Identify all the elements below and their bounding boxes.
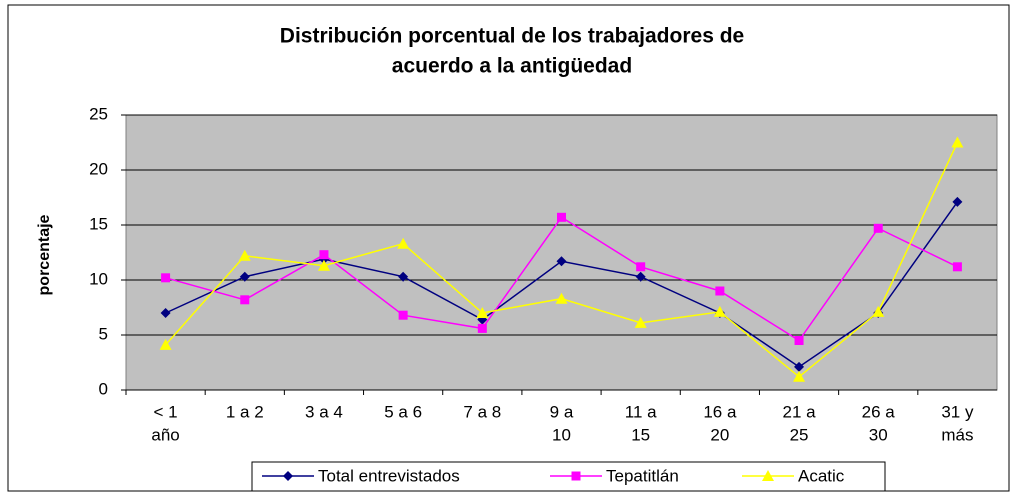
marker [398, 271, 409, 282]
x-tick-label: 31 y [941, 402, 974, 421]
legend-label: Tepatitlán [606, 466, 679, 485]
x-tick-label: 20 [710, 425, 729, 444]
y-tick-label: 15 [89, 214, 108, 233]
x-tick-label: 25 [790, 425, 809, 444]
marker [715, 286, 725, 296]
marker [319, 250, 329, 260]
x-tick-label: 10 [552, 425, 571, 444]
chart-title: Distribución porcentual de los trabajado… [280, 25, 744, 48]
legend-label: Acatic [798, 466, 845, 485]
x-tick-label: 3 a 4 [305, 402, 343, 421]
marker [557, 212, 566, 222]
y-tick-label: 10 [89, 269, 108, 288]
marker [872, 305, 885, 317]
plot-area [125, 114, 998, 391]
marker [951, 136, 964, 148]
marker [571, 471, 581, 481]
marker [238, 249, 251, 261]
x-tick-label: 1 a 2 [226, 402, 264, 421]
marker [762, 470, 774, 481]
marker [794, 336, 804, 345]
x-tick-label: más [941, 425, 973, 444]
marker [794, 361, 805, 372]
marker [397, 237, 410, 249]
x-tick-label: 5 a 6 [384, 402, 422, 421]
x-tick-label: < 1 [154, 402, 178, 421]
marker [555, 292, 568, 304]
marker [713, 305, 726, 317]
marker [793, 370, 806, 382]
marker [634, 316, 647, 328]
x-tick-label: 7 a 8 [463, 402, 501, 421]
marker [636, 262, 646, 272]
marker [477, 323, 487, 333]
marker [398, 310, 408, 320]
y-tick-label: 25 [89, 104, 108, 123]
x-tick-label: 9 a [550, 402, 574, 421]
x-tick-label: 11 a [625, 402, 657, 421]
y-axis-label: porcentaje [36, 214, 53, 295]
marker [161, 273, 171, 283]
marker [283, 471, 293, 481]
x-tick-label: 26 a [862, 402, 896, 421]
marker [159, 338, 172, 350]
marker [635, 271, 646, 282]
marker [952, 262, 962, 272]
x-tick-label: 16 a [703, 402, 737, 421]
y-tick-label: 0 [99, 379, 108, 398]
marker [240, 295, 250, 305]
marker [317, 259, 330, 271]
x-tick-label: 21 a [782, 402, 816, 421]
x-tick-label: 15 [631, 425, 650, 444]
marker [952, 196, 963, 207]
legend-label: Total entrevistados [318, 466, 460, 485]
marker [239, 271, 250, 282]
marker [476, 307, 489, 318]
x-tick-label: 30 [869, 425, 888, 444]
marker [556, 256, 567, 267]
y-tick-label: 5 [99, 324, 108, 343]
x-tick-label: año [151, 425, 179, 444]
marker [873, 223, 883, 233]
y-tick-label: 20 [89, 159, 108, 178]
chart-title: acuerdo a la antigüedad [392, 55, 632, 78]
marker [160, 308, 171, 318]
